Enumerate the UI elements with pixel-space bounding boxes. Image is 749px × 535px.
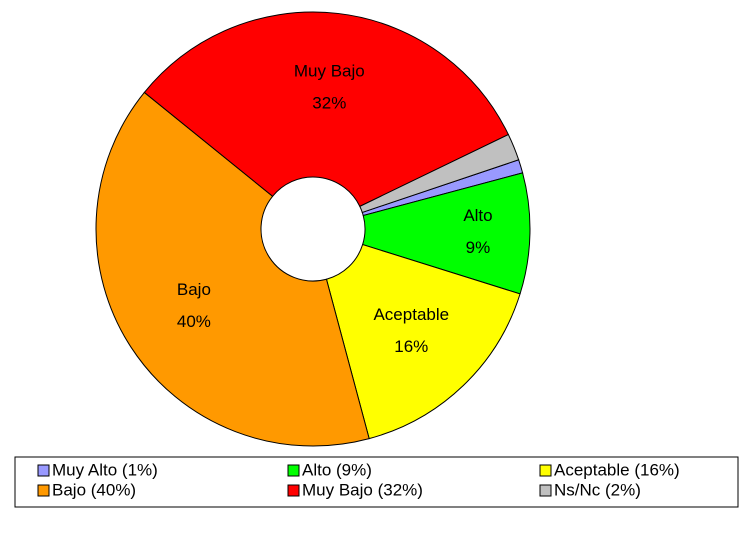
slice	[361, 172, 531, 295]
slice	[143, 11, 510, 208]
legend-swatch	[37, 464, 50, 477]
slice-value: 32%	[312, 93, 346, 112]
slice-name: Alto	[463, 206, 492, 225]
legend-label: Ns/Nc (2%)	[554, 480, 641, 499]
legend-swatch	[37, 484, 50, 497]
slice-name: Aceptable	[373, 305, 449, 324]
slice	[325, 243, 521, 440]
slice-name: Muy Bajo	[294, 61, 365, 80]
slice-name: Bajo	[177, 280, 211, 299]
legend-label: Muy Bajo (32%)	[302, 480, 423, 499]
legend-swatch	[287, 484, 300, 497]
legend-label: Alto (9%)	[302, 460, 372, 479]
slice-value: 40%	[177, 312, 211, 331]
slice-value: 9%	[466, 238, 491, 257]
legend-label: Aceptable (16%)	[554, 460, 680, 479]
legend-label: Bajo (40%)	[52, 480, 136, 499]
slice-value: 16%	[394, 337, 428, 356]
slice	[95, 91, 370, 447]
legend-label: Muy Alto (1%)	[52, 460, 158, 479]
legend-swatch	[287, 464, 300, 477]
legend-box	[14, 456, 739, 508]
slice	[359, 133, 520, 214]
legend-swatch	[539, 484, 552, 497]
legend-swatch	[539, 464, 552, 477]
